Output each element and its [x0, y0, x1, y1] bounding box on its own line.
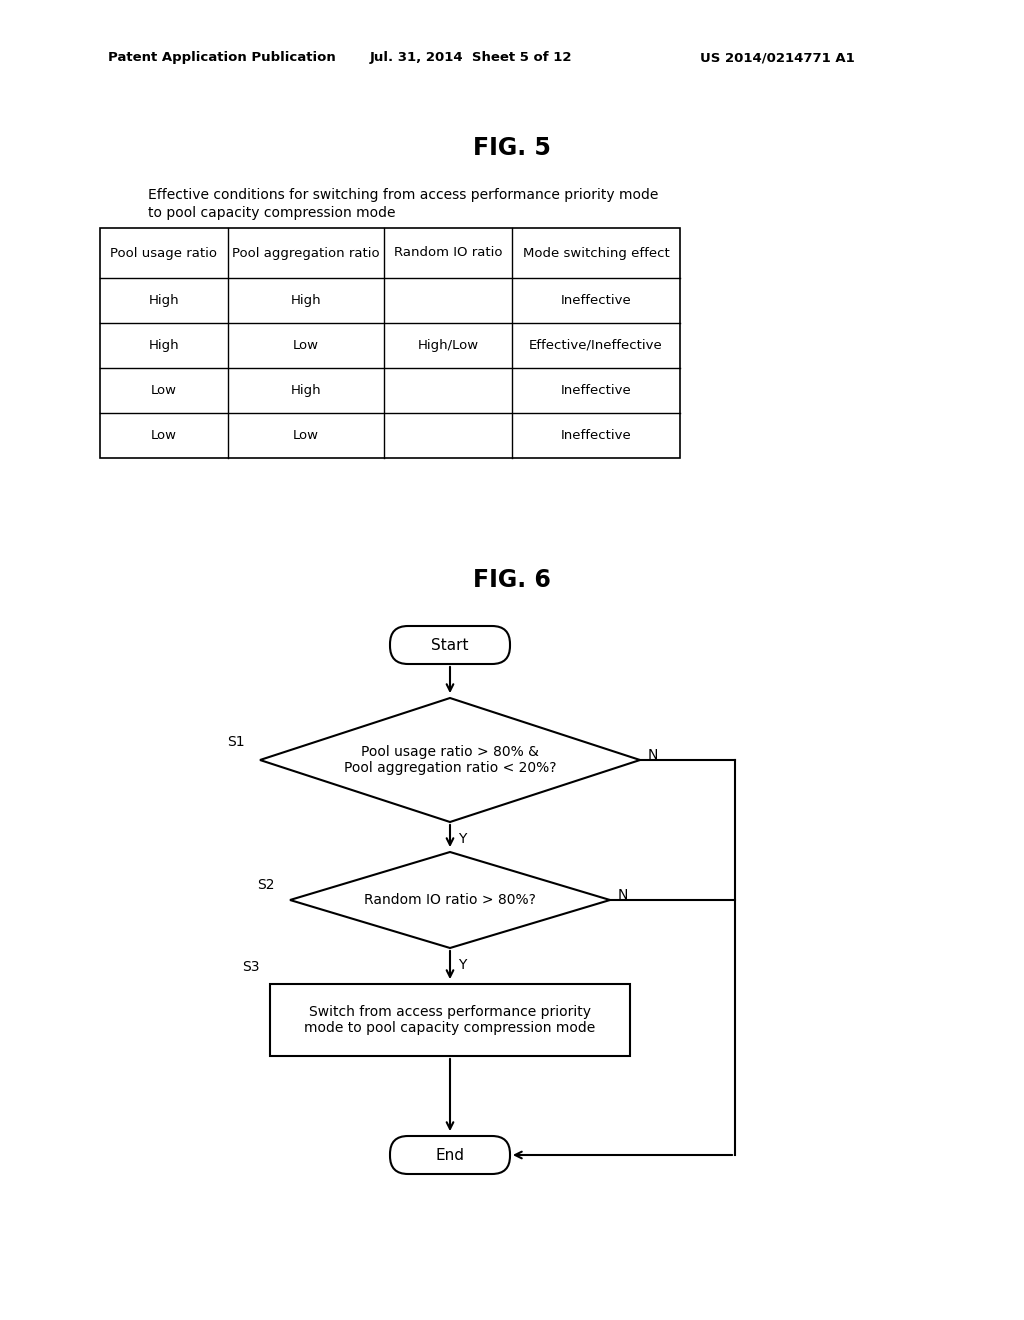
Text: Effective/Ineffective: Effective/Ineffective [529, 339, 663, 352]
Text: to pool capacity compression mode: to pool capacity compression mode [148, 206, 395, 220]
Text: Random IO ratio > 80%?: Random IO ratio > 80%? [365, 894, 536, 907]
Bar [100, 228, 680, 458]
FancyBboxPatch shape [390, 626, 510, 664]
Text: N: N [618, 888, 629, 902]
Text: Low: Low [293, 429, 318, 442]
Text: FIG. 5: FIG. 5 [473, 136, 551, 160]
Text: High/Low: High/Low [418, 339, 478, 352]
Text: S3: S3 [243, 960, 260, 974]
FancyBboxPatch shape [390, 1137, 510, 1173]
Text: Pool aggregation ratio: Pool aggregation ratio [232, 247, 380, 260]
Text: Low: Low [151, 384, 177, 397]
Text: Y: Y [458, 832, 466, 846]
Text: Y: Y [458, 958, 466, 972]
Bar [270, 983, 630, 1056]
Text: S2: S2 [257, 878, 275, 892]
Text: High: High [291, 294, 322, 308]
Text: US 2014/0214771 A1: US 2014/0214771 A1 [700, 51, 855, 65]
Text: Ineffective: Ineffective [560, 429, 631, 442]
Text: High: High [148, 339, 179, 352]
Text: Low: Low [151, 429, 177, 442]
Text: High: High [148, 294, 179, 308]
Text: End: End [435, 1147, 465, 1163]
Text: Patent Application Publication: Patent Application Publication [108, 51, 336, 65]
Text: N: N [648, 748, 658, 762]
Text: Ineffective: Ineffective [560, 294, 631, 308]
Text: Pool usage ratio > 80% &
Pool aggregation ratio < 20%?: Pool usage ratio > 80% & Pool aggregatio… [344, 744, 556, 775]
Text: S1: S1 [227, 735, 245, 748]
Text: Switch from access performance priority
mode to pool capacity compression mode: Switch from access performance priority … [304, 1005, 596, 1035]
Text: Mode switching effect: Mode switching effect [522, 247, 670, 260]
Polygon shape [260, 698, 640, 822]
Text: High: High [291, 384, 322, 397]
Text: Jul. 31, 2014  Sheet 5 of 12: Jul. 31, 2014 Sheet 5 of 12 [370, 51, 572, 65]
Text: Ineffective: Ineffective [560, 384, 631, 397]
Polygon shape [290, 851, 610, 948]
Text: Random IO ratio: Random IO ratio [394, 247, 502, 260]
Text: Effective conditions for switching from access performance priority mode: Effective conditions for switching from … [148, 187, 658, 202]
Text: Start: Start [431, 638, 469, 652]
Text: Pool usage ratio: Pool usage ratio [111, 247, 217, 260]
Text: Low: Low [293, 339, 318, 352]
Text: FIG. 6: FIG. 6 [473, 568, 551, 591]
